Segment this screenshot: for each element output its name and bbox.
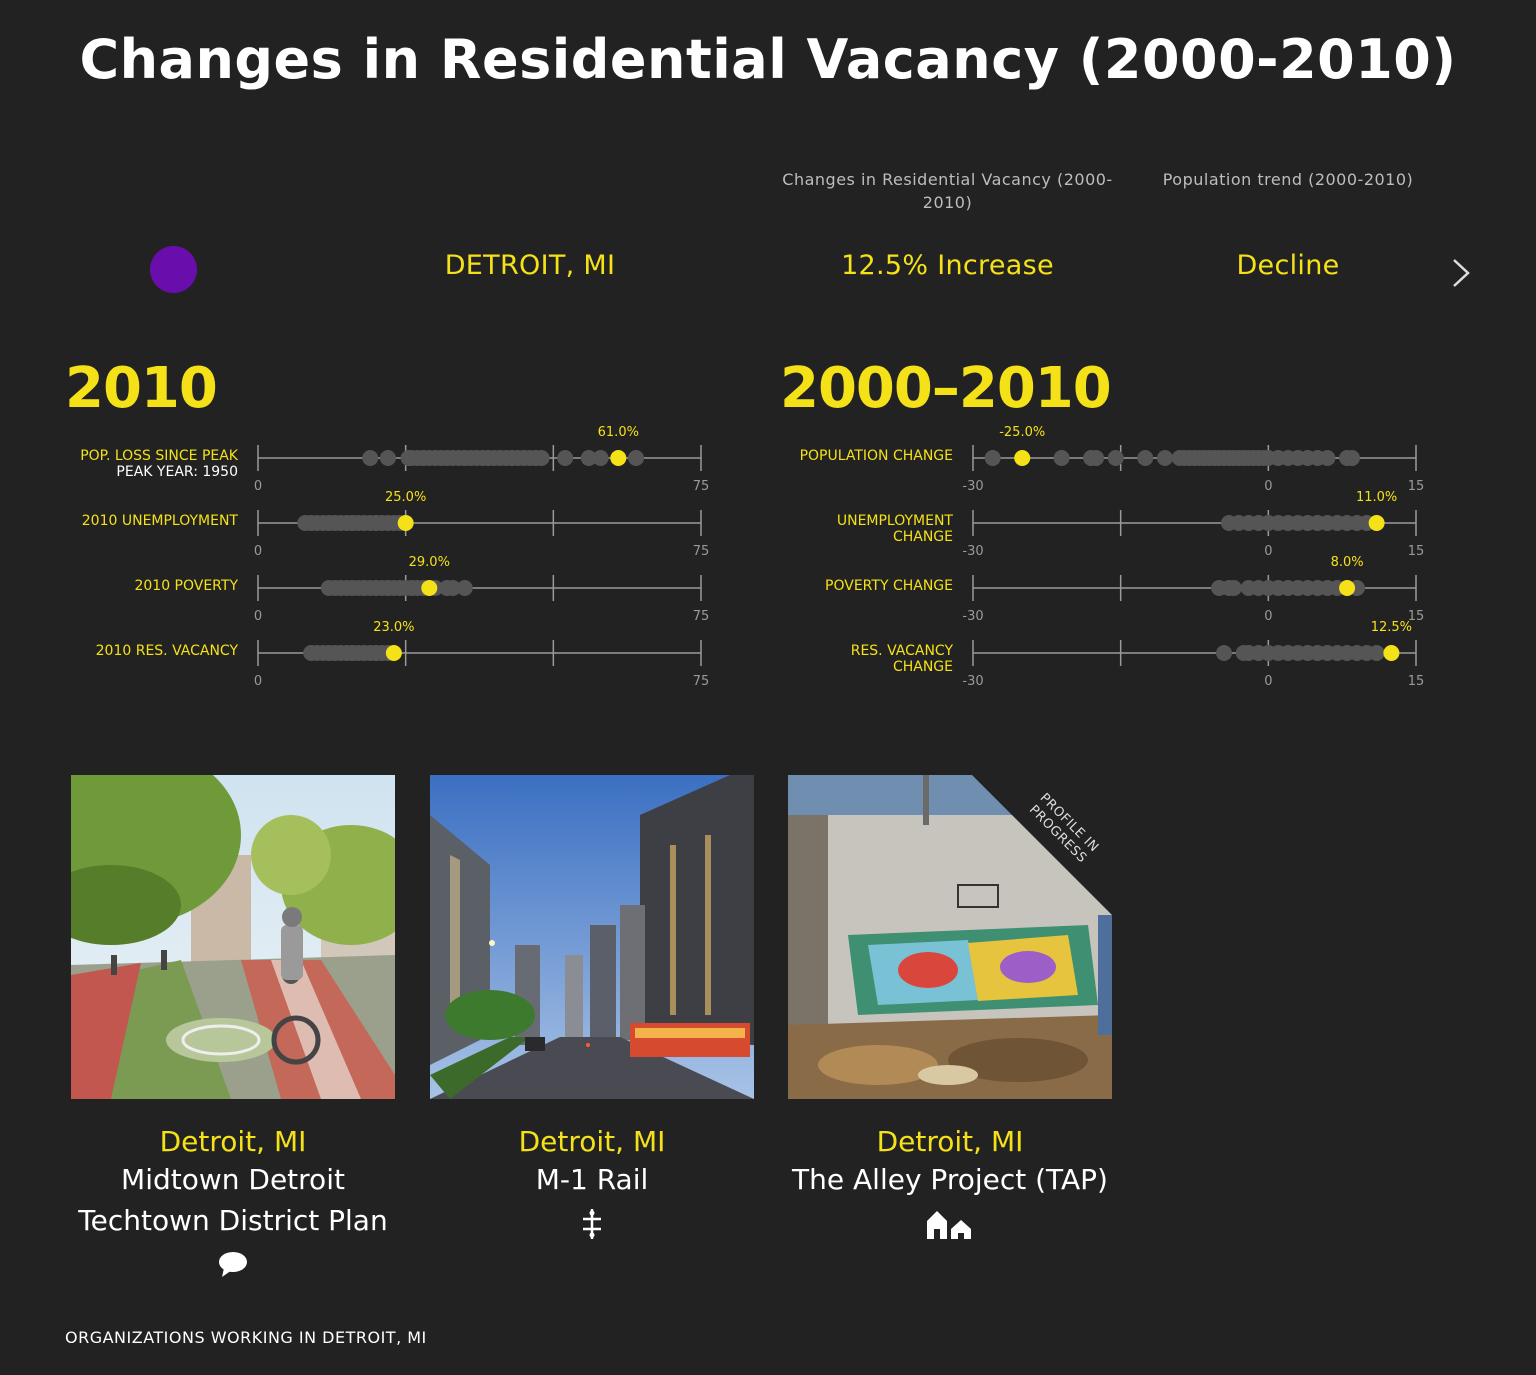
- data-point: [592, 450, 609, 466]
- data-point: [533, 450, 550, 466]
- profile-in-progress-ribbon: [972, 775, 1112, 915]
- row-sublabel: CHANGE: [893, 659, 953, 675]
- data-point: [1319, 450, 1336, 466]
- highlight-label: 8.0%: [1331, 555, 1364, 570]
- houses-icon: [927, 1211, 971, 1239]
- population-trend-value: Decline: [1236, 250, 1340, 281]
- highlight-point: [1339, 580, 1356, 596]
- section-title-2010: 2010: [65, 356, 218, 421]
- data-point: [1107, 450, 1124, 466]
- data-point: [1225, 580, 1242, 596]
- highlight-point: [421, 580, 438, 596]
- highlight-point: [1014, 450, 1031, 466]
- data-point: [1344, 450, 1361, 466]
- data-point: [379, 450, 396, 466]
- column-header-vacancy: Changes in Residential Vacancy (2000-201…: [782, 170, 1113, 212]
- selected-city: DETROIT, MI: [444, 250, 616, 281]
- tick-label: 0: [254, 674, 262, 689]
- data-point: [1053, 450, 1070, 466]
- data-point: [1088, 450, 1105, 466]
- card-name-line2: Techtown District Plan: [78, 1204, 388, 1237]
- highlight-label: 29.0%: [409, 555, 450, 570]
- data-point: [1216, 645, 1233, 661]
- card-name-line1: The Alley Project (TAP): [792, 1163, 1108, 1196]
- highlight-point: [1383, 645, 1400, 661]
- tick-label: 15: [1408, 674, 1425, 689]
- section-title-2000-2010: 2000–2010: [780, 356, 1112, 421]
- card-name-line1: Midtown Detroit: [121, 1163, 345, 1196]
- tick-label: -30: [962, 609, 983, 624]
- column-header-population: Population trend (2000-2010): [1162, 170, 1414, 189]
- row-label: 2010 RES. VACANCY: [96, 643, 239, 659]
- highlight-point: [397, 515, 414, 531]
- tick-label: 0: [254, 479, 262, 494]
- row-label: POP. LOSS SINCE PEAK: [80, 448, 239, 464]
- card-city: Detroit, MI: [518, 1125, 666, 1158]
- highlight-label: 25.0%: [385, 490, 426, 505]
- row-sublabel: CHANGE: [893, 529, 953, 545]
- org-card-alley-project[interactable]: PROFILE IN PROGRESS Detroit, MI The Alle…: [788, 775, 1112, 1239]
- chevron-right-icon[interactable]: [1446, 256, 1476, 290]
- speech-bubble-icon: [219, 1252, 247, 1277]
- data-point: [1137, 450, 1154, 466]
- tick-label: 15: [1408, 544, 1425, 559]
- highlight-label: 12.5%: [1371, 620, 1412, 635]
- tick-label: 0: [254, 544, 262, 559]
- data-point: [628, 450, 645, 466]
- vacancy-change-value: 12.5% Increase: [841, 250, 1054, 281]
- row-label: UNEMPLOYMENT: [837, 513, 954, 529]
- card-city: Detroit, MI: [876, 1125, 1024, 1158]
- row-label: POPULATION CHANGE: [800, 448, 953, 464]
- data-point: [1156, 450, 1173, 466]
- tick-label: -30: [962, 479, 983, 494]
- footer-label: ORGANIZATIONS WORKING IN DETROIT, MI: [65, 1328, 427, 1347]
- page-title: Changes in Residential Vacancy (2000-201…: [79, 28, 1457, 91]
- tick-label: 0: [1264, 609, 1272, 624]
- org-card-m1-rail[interactable]: Detroit, MI M-1 Rail: [430, 775, 754, 1239]
- row-label: POVERTY CHANGE: [825, 578, 953, 594]
- photo-alley-project: PROFILE IN PROGRESS: [788, 775, 1112, 1099]
- row-label: 2010 POVERTY: [134, 578, 238, 594]
- data-point: [580, 450, 597, 466]
- data-point: [557, 450, 574, 466]
- data-point: [984, 450, 1001, 466]
- tick-label: 0: [1264, 479, 1272, 494]
- transit-icon: [583, 1209, 601, 1239]
- data-point: [1368, 645, 1385, 661]
- data-point: [362, 450, 379, 466]
- tick-label: 75: [693, 479, 710, 494]
- city-color-marker: [150, 246, 197, 293]
- row-label: 2010 UNEMPLOYMENT: [82, 513, 239, 529]
- highlight-label: 11.0%: [1356, 490, 1397, 505]
- card-name-line1: M-1 Rail: [535, 1163, 649, 1196]
- tick-label: 0: [1264, 544, 1272, 559]
- tick-label: 75: [693, 674, 710, 689]
- tick-label: 75: [693, 544, 710, 559]
- tick-label: 0: [1264, 674, 1272, 689]
- highlight-label: 61.0%: [598, 425, 639, 440]
- tick-label: 15: [1408, 609, 1425, 624]
- data-point: [444, 580, 461, 596]
- tick-label: -30: [962, 544, 983, 559]
- data-point: [456, 580, 473, 596]
- photo-midtown-detroit: [71, 775, 395, 1099]
- highlight-point: [1368, 515, 1385, 531]
- tick-label: 0: [254, 609, 262, 624]
- card-city: Detroit, MI: [159, 1125, 307, 1158]
- tick-label: -30: [962, 674, 983, 689]
- highlight-point: [385, 645, 402, 661]
- row-label: RES. VACANCY: [851, 643, 954, 659]
- tick-label: 75: [693, 609, 710, 624]
- tick-label: 15: [1408, 479, 1425, 494]
- photo-m1-rail: [430, 775, 754, 1099]
- row-sublabel: PEAK YEAR: 1950: [116, 464, 238, 480]
- highlight-label: 23.0%: [373, 620, 414, 635]
- org-card-midtown[interactable]: Detroit, MI Midtown Detroit Techtown Dis…: [71, 775, 395, 1278]
- highlight-point: [610, 450, 627, 466]
- highlight-label: -25.0%: [999, 425, 1045, 440]
